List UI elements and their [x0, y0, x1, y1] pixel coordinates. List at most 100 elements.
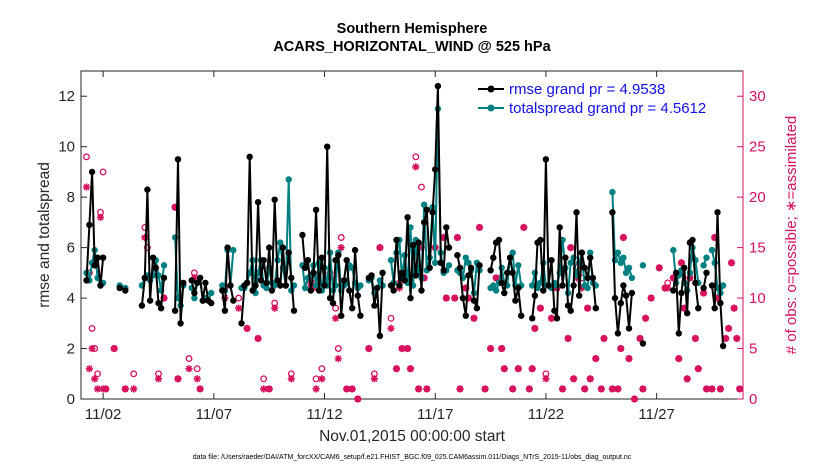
rmse-point	[86, 221, 93, 229]
rmse-point	[396, 282, 403, 289]
rmse-point	[672, 269, 680, 276]
obs-assimilated-marker	[174, 375, 182, 383]
rmse-point	[288, 274, 295, 282]
rmse-point	[426, 264, 433, 271]
rmse-point	[160, 274, 168, 282]
rmse-point	[625, 325, 633, 332]
obs-assimilated-marker	[398, 344, 406, 353]
rmse-point	[177, 320, 184, 327]
obs-assimilated-marker	[412, 163, 420, 171]
rmse-point	[301, 264, 309, 271]
obs-assimilated-marker	[312, 385, 320, 393]
rmse-point	[141, 274, 148, 282]
rmse-point	[407, 294, 414, 302]
obs-assimilated-marker	[586, 375, 594, 383]
rmse-line-segment	[672, 239, 700, 335]
totalspread-point	[622, 269, 630, 276]
rmse-point	[675, 330, 682, 337]
rmse-point	[252, 282, 259, 289]
rmse-point	[529, 315, 536, 322]
rmse-point	[97, 282, 104, 289]
rmse-point	[99, 254, 107, 261]
totalspread-point	[492, 287, 500, 294]
rmse-point	[476, 262, 483, 269]
obs-assimilated-marker	[583, 304, 592, 312]
obs-assimilated-marker	[337, 244, 345, 252]
chart-title: Southern Hemisphere	[337, 21, 488, 37]
totalspread-point	[208, 289, 215, 297]
obs-assimilated-marker	[581, 385, 589, 393]
obs-assimilated-marker	[725, 324, 733, 332]
totalspread-point	[609, 188, 616, 196]
rmse-point	[432, 166, 439, 173]
rmse-point	[576, 292, 583, 299]
rmse-point	[401, 277, 408, 284]
rmse-point	[501, 289, 508, 297]
obs-assimilated-marker	[542, 375, 550, 383]
obs-assimilated-marker	[600, 334, 608, 343]
rmse-line-segment	[240, 155, 295, 324]
totalspread-point	[531, 269, 539, 276]
obs-assimilated-marker	[82, 183, 91, 191]
rmse-point	[506, 254, 514, 261]
rmse-point	[199, 297, 206, 304]
rmse-point	[681, 264, 688, 271]
rmse-point	[221, 307, 229, 314]
rmse-point	[429, 209, 436, 216]
legend-entry-spread: totalspread grand pr = 4.5612	[478, 100, 706, 117]
obs-assimilated-marker	[630, 395, 639, 403]
totalspread-point	[357, 282, 364, 289]
totalspread-point	[611, 257, 619, 264]
totalspread-point	[219, 282, 226, 289]
obs-possible-marker	[387, 314, 395, 322]
rmse-point	[611, 294, 619, 302]
obs-assimilated-marker	[664, 284, 672, 292]
rmse-point	[351, 246, 359, 254]
rmse-point	[144, 186, 151, 193]
obs-assimilated-marker	[318, 375, 326, 383]
obs-assimilated-marker	[492, 274, 500, 282]
rmse-point	[695, 305, 702, 312]
rmse-point	[587, 254, 594, 261]
rmse-point	[202, 279, 209, 287]
obs-possible-marker	[193, 365, 201, 373]
rmse-point	[230, 297, 237, 304]
obs-assimilated-marker	[121, 385, 129, 393]
totalspread-point	[614, 249, 622, 256]
rmse-point	[174, 156, 182, 163]
rmse-point	[285, 249, 292, 256]
rmse-point	[548, 257, 555, 264]
obs-possible-marker	[334, 345, 342, 352]
obs-assimilated-marker	[691, 334, 699, 343]
rmse-point	[423, 206, 430, 213]
obs-assimilated-marker	[403, 344, 412, 353]
obs-assimilated-marker	[500, 365, 508, 373]
obs-assimilated-marker	[254, 334, 262, 343]
totalspread-point	[160, 262, 168, 269]
axes-layer: 0 2 4 6 8 10 12 0 5 10 15 20 25 30 11/02 11/07 11/12 11/1…	[58, 71, 766, 423]
obs-assimilated-marker	[102, 385, 110, 393]
totalspread-point	[230, 246, 237, 254]
obs-assimilated-marker	[567, 244, 575, 252]
totalspread-point	[639, 262, 647, 269]
rmse-point	[304, 257, 312, 264]
obs-possible-marker	[185, 355, 193, 363]
rmse-point	[326, 294, 334, 302]
rmse-point	[271, 196, 278, 203]
rmse-point	[335, 252, 342, 259]
obs-assimilated-marker	[558, 385, 567, 393]
rmse-point	[387, 282, 395, 289]
y-axis-label: rmse and totalspread	[36, 162, 53, 308]
obs-assimilated-marker	[265, 385, 273, 393]
obs-assimilated-marker	[235, 304, 243, 312]
rmse-point	[504, 269, 511, 276]
y-tick-label: 12	[58, 88, 75, 105]
rmse-point	[573, 209, 580, 216]
rmse-point	[379, 269, 386, 276]
rmse-point	[368, 272, 375, 279]
rmse-point	[518, 312, 525, 319]
totalspread-point	[628, 274, 636, 282]
rmse-point	[238, 320, 245, 327]
totalspread-point	[387, 257, 395, 264]
rmse-point	[465, 272, 472, 279]
